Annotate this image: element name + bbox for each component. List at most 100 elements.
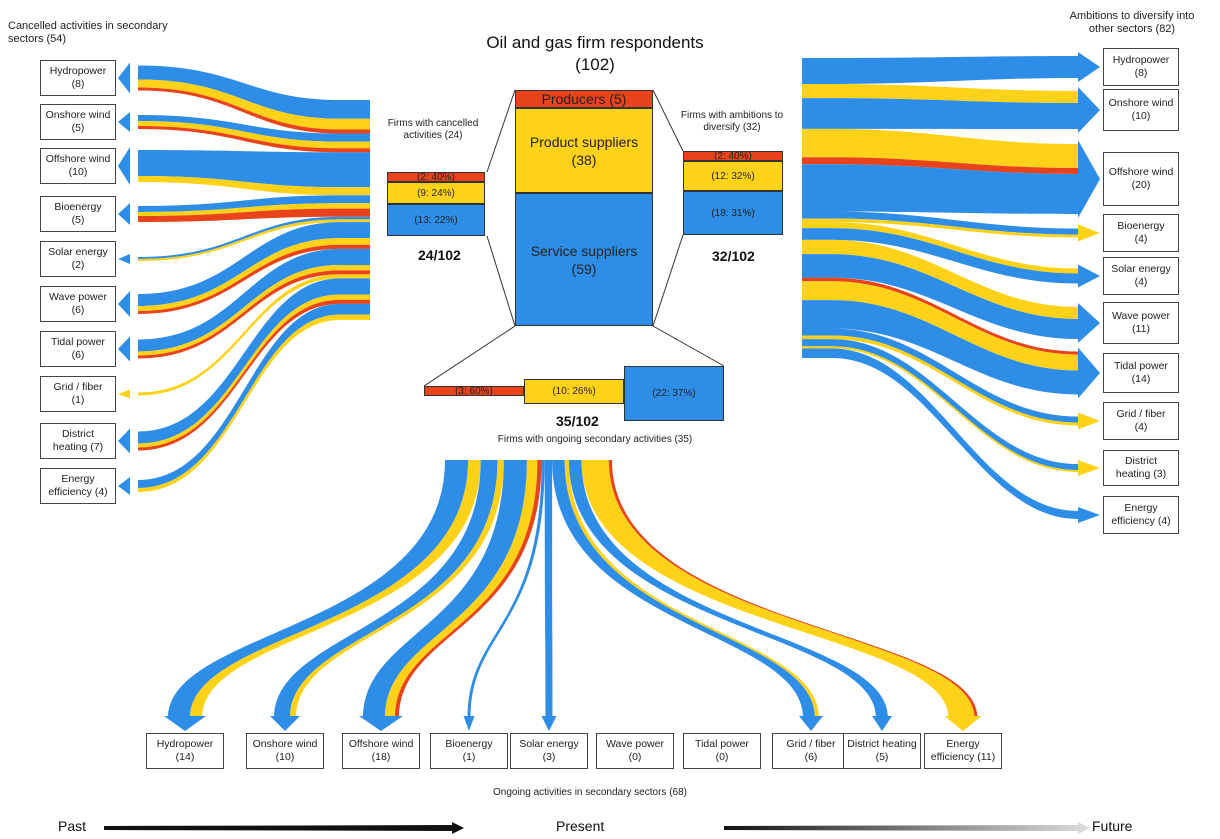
future-arrow (724, 822, 1090, 834)
ongoing-product-seg: (10: 26%) (524, 379, 624, 404)
product-suppliers-count: (38) (571, 151, 597, 168)
ambition-arrowhead-0 (1078, 52, 1100, 82)
bottom-item-label: Energy (946, 738, 980, 750)
left-item-label: Bioenergy (54, 201, 102, 213)
bottom-heading: Ongoing activities in secondary sectors … (493, 787, 687, 798)
left-item-count: (6) (71, 304, 85, 316)
cancelled-connector-top (486, 89, 516, 173)
timeline-future: Future (1092, 818, 1133, 834)
right-item-count: (4) (1134, 233, 1148, 245)
left-item-label: Hydropower (49, 65, 107, 77)
ongoing-arrowhead-1 (270, 716, 300, 731)
ambition-flow-5-0 (802, 239, 1078, 319)
cancelled-arrowhead-8 (118, 428, 130, 454)
left-item-box: Wave power (6) (40, 286, 116, 322)
ongoing-service-seg: (22: 37%) (624, 366, 724, 421)
right-item-label: Grid / fiber (1116, 408, 1166, 420)
ongoing-connector-right (652, 325, 725, 367)
cancelled-flow-5-0 (138, 222, 370, 306)
left-item-count: (2) (71, 259, 85, 271)
bottom-item-label: Tidal power (695, 738, 749, 750)
bottom-item-count: (14) (175, 751, 195, 763)
bottom-item-box: Bioenergy (1) (430, 733, 508, 769)
cancelled-flow-2-0 (138, 150, 370, 188)
right-item-label: Solar energy (1111, 263, 1171, 275)
left-item-box: Bioenergy (5) (40, 196, 116, 232)
ongoing-arrowhead-9 (944, 716, 982, 731)
right-item-count: efficiency (4) (1111, 515, 1171, 527)
bottom-item-label: Onshore wind (252, 738, 318, 750)
right-item-count: (14) (1131, 373, 1151, 385)
right-item-label: Tidal power (1114, 360, 1168, 372)
ambition-flow-6-1 (802, 281, 1078, 371)
bottom-item-count: (0) (628, 751, 642, 763)
bottom-item-count: (0) (715, 751, 729, 763)
ambition-arrowhead-4 (1078, 264, 1100, 288)
ongoing-producers-seg: (3: 60%) (424, 386, 524, 397)
bottom-item-box: Energy efficiency (11) (924, 733, 1002, 769)
bottom-item-label: District heating (847, 738, 917, 750)
ongoing-flow-8-0 (568, 460, 888, 718)
bottom-item-label: Solar energy (519, 738, 579, 750)
right-item-box: Onshore wind (10) (1103, 89, 1179, 131)
cancelled-arrowhead-9 (118, 477, 130, 495)
left-item-box: Grid / fiber (1) (40, 376, 116, 412)
bottom-item-label: Bioenergy (445, 738, 493, 750)
ongoing-connector-left (423, 325, 516, 387)
ambition-arrowhead-8 (1078, 460, 1100, 476)
left-item-box: District heating (7) (40, 423, 116, 459)
cancelled-flow-2-1 (138, 176, 370, 196)
ongoing-flow-2-0 (363, 460, 527, 718)
timeline-present: Present (556, 818, 605, 834)
cancelled-flow-3-1 (138, 203, 370, 216)
right-item-count: heating (3) (1115, 468, 1167, 480)
ambition-flow-2-2 (802, 164, 1078, 214)
right-item-count: (20) (1131, 179, 1151, 191)
cancelled-flow-9-0 (138, 303, 370, 488)
left-item-count: (1) (71, 394, 85, 406)
ambition-arrowhead-2 (1078, 140, 1100, 218)
producers-segment: Producers (5) (515, 90, 653, 108)
bottom-item-box: Offshore wind (18) (342, 733, 420, 769)
right-heading: Ambitions to diversify into other sector… (1069, 10, 1195, 35)
ongoing-arrowhead-4 (541, 716, 557, 731)
cancelled-product-seg: (9: 24%) (387, 182, 485, 204)
left-item-box: Solar energy (2) (40, 241, 116, 277)
left-item-count: (8) (71, 78, 85, 90)
cancelled-flow-6-0 (138, 248, 370, 352)
right-item-box: Grid / fiber (4) (1103, 402, 1179, 440)
left-item-label: Grid / fiber (53, 381, 103, 393)
bottom-item-label: Offshore wind (348, 738, 414, 750)
cancelled-flow-3-0 (138, 195, 370, 212)
cancelled-arrowhead-1 (118, 112, 130, 132)
ambition-flow-2-1 (802, 157, 1078, 174)
ambitions-product-seg: (12: 32%) (683, 161, 783, 191)
ambition-arrowhead-1 (1078, 87, 1100, 133)
right-item-box: Solar energy (4) (1103, 257, 1179, 295)
ambition-arrowhead-7 (1078, 412, 1100, 430)
bottom-item-box: Onshore wind (10) (246, 733, 324, 769)
bottom-item-box: Wave power (0) (596, 733, 674, 769)
right-item-count: (4) (1134, 276, 1148, 288)
bottom-item-count: (5) (875, 751, 889, 763)
bottom-item-count: (18) (371, 751, 391, 763)
ambition-arrowhead-9 (1078, 507, 1100, 523)
ambition-flow-3-0 (802, 211, 1078, 235)
right-item-box: District heating (3) (1103, 450, 1179, 486)
ambitions-service-seg: (18: 31%) (683, 191, 783, 235)
ambitions-ratio: 32/102 (712, 248, 755, 264)
ongoing-flow-0-0 (168, 460, 469, 718)
right-item-box: Wave power (11) (1103, 302, 1179, 344)
right-item-box: Hydropower (8) (1103, 48, 1179, 86)
ongoing-arrowhead-8 (872, 716, 892, 731)
ongoing-arrowhead-7 (799, 716, 823, 731)
right-item-label: Energy (1124, 502, 1158, 514)
right-item-box: Bioenergy (4) (1103, 214, 1179, 252)
left-item-count: (5) (71, 214, 85, 226)
ambitions-producers-seg: (2: 40%) (683, 151, 783, 162)
ongoing-arrowhead-2 (359, 716, 403, 731)
ambitions-connector-top (652, 89, 684, 152)
right-item-count: (4) (1134, 421, 1148, 433)
